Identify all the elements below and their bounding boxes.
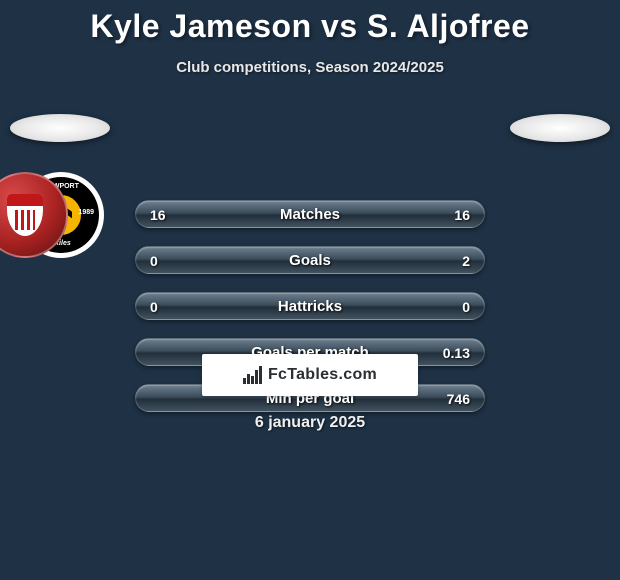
- branding-text: FcTables.com: [268, 366, 377, 384]
- footer-date: 6 january 2025: [0, 414, 620, 432]
- stat-label: Hattricks: [136, 293, 484, 321]
- bar-chart-icon: [243, 366, 262, 384]
- badge-year: 1989: [78, 209, 94, 216]
- stat-value-right: 2: [462, 247, 470, 275]
- stat-row-hattricks: 0 Hattricks 0: [135, 292, 485, 320]
- stat-label: Matches: [136, 201, 484, 229]
- stat-row-goals: 0 Goals 2: [135, 246, 485, 274]
- player-photo-right: [510, 114, 610, 142]
- page-title: Kyle Jameson vs S. Aljofree: [0, 0, 620, 45]
- subtitle: Club competitions, Season 2024/2025: [0, 59, 620, 76]
- stat-value-right: 746: [447, 385, 470, 413]
- stat-value-right: 16: [454, 201, 470, 229]
- stat-value-right: 0: [462, 293, 470, 321]
- stat-label: Goals: [136, 247, 484, 275]
- branding-link[interactable]: FcTables.com: [202, 354, 418, 396]
- player-photo-left: [10, 114, 110, 142]
- comparison-panel: NEWPORT 1912 1989 exiles 16 Matches 16 0…: [0, 114, 620, 200]
- stat-row-matches: 16 Matches 16: [135, 200, 485, 228]
- stat-value-right: 0.13: [443, 339, 470, 367]
